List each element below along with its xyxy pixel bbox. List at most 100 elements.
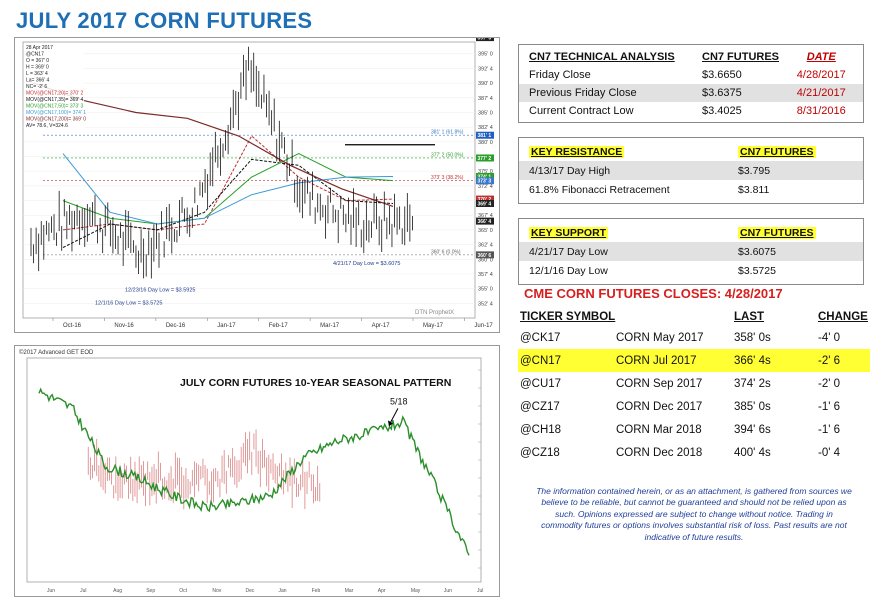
x-tick-label: Mar-17 (320, 323, 340, 329)
moving-average-line (62, 158, 394, 248)
table-row: @CZ18 CORN Dec 2018 400' 4s -0' 4 (518, 441, 870, 464)
technical-header-row: CN7 TECHNICAL ANALYSIS CN7 FUTURES DATE (519, 48, 863, 66)
fibonacci-label: 373' 3 (38.2%) (431, 175, 464, 181)
row-value: $3.795 (738, 164, 771, 177)
x-tick-label: Apr (378, 588, 386, 594)
table-row: @CH18 CORN Mar 2018 394' 6s -1' 6 (518, 418, 870, 441)
contract-cell: CORN Sep 2017 (616, 377, 703, 390)
price-tag-label: 369' 4 (478, 201, 492, 207)
moving-average-line (62, 153, 394, 225)
table-row: 4/13/17 Day High $3.795 (519, 161, 863, 180)
fibonacci-label: 377' 2 (50.0%) (431, 152, 464, 158)
change-cell: -1' 6 (818, 423, 841, 436)
x-tick-label: Jun (47, 588, 55, 594)
ticker-cell: @CH18 (520, 423, 562, 436)
price-tag-label: 381' 1 (478, 133, 492, 139)
y-tick-label: 395' 0 (478, 52, 493, 58)
row-date: 4/28/2017 (796, 69, 846, 81)
header-value: CN7 FUTURES (738, 145, 816, 158)
info-line: O = 367' 0 (26, 58, 49, 64)
x-tick-label: Jul (80, 588, 86, 594)
row-label: 4/21/17 Day Low (529, 245, 608, 258)
x-tick-label: Aug (113, 588, 122, 594)
price-tag-bg (476, 38, 494, 42)
table-row: Previous Friday Close $3.6375 4/21/2017 (519, 84, 863, 102)
info-line: AV= 78.6, V=324.6 (26, 123, 68, 129)
header-label: CN7 TECHNICAL ANALYSIS (529, 51, 675, 63)
annotation-low: 12/1/16 Day Low = $3.5725 (95, 300, 162, 306)
table-row: @CU17 CORN Sep 2017 374' 2s -2' 0 (518, 372, 870, 395)
contract-cell: CORN Dec 2018 (616, 446, 703, 459)
price-tag-bg (476, 251, 494, 259)
x-tick-label: Jun-17 (474, 323, 493, 329)
table-row: 61.8% Fibonacci Retracement $3.811 (519, 180, 863, 199)
y-tick-label: 392' 4 (478, 66, 493, 72)
x-tick-label: Apr-17 (372, 323, 391, 329)
info-line: NC= -2' 6 (26, 84, 47, 90)
table-row: 4/21/17 Day Low $3.6075 (519, 242, 863, 261)
x-tick-label: Jan (279, 588, 287, 594)
change-cell: -0' 4 (818, 446, 841, 459)
y-tick-label: 362' 4 (478, 243, 493, 249)
price-tag-bg (476, 172, 494, 180)
annotation-low: 4/21/17 Day Low = $3.6075 (333, 261, 400, 267)
table-row: @CN17 CORN Jul 2017 366' 4s -2' 6 (518, 349, 870, 372)
row-label: Previous Friday Close (529, 87, 637, 99)
row-label: Friday Close (529, 69, 591, 81)
price-tag-bg (476, 154, 494, 162)
futures-closes-table: TICKER SYMBOL LAST CHANGE @CK17 CORN May… (518, 308, 870, 464)
x-tick-label: Oct (179, 588, 187, 594)
annotation-low: 12/23/16 Day Low = $3.5925 (125, 288, 196, 294)
resistance-header-row: KEY RESISTANCE CN7 FUTURES (519, 142, 863, 161)
contract-cell: CORN Jul 2017 (616, 354, 697, 367)
info-line: MOV(@CN17,50)= 373' 3 (26, 104, 84, 110)
moving-average-line (62, 153, 394, 225)
price-tag-label: 373' 3 (478, 179, 492, 185)
price-chart-panel: 395' 0 392' 4 390' 0 387' 4 385' 0 382' 4 380'… (14, 37, 500, 333)
key-support-table: KEY SUPPORT CN7 FUTURES 4/21/17 Day Low … (518, 218, 864, 285)
price-tag: 397' 6 (476, 38, 494, 42)
table-row: Friday Close $3.6650 4/28/2017 (519, 66, 863, 84)
x-tick-label: Dec (245, 588, 254, 594)
info-line: MOV(@CN17,200)= 369' 0 (26, 117, 86, 123)
x-tick-label: Oct-16 (63, 323, 82, 329)
x-tick-label: Nov-16 (114, 323, 134, 329)
row-date: 4/21/2017 (796, 87, 846, 99)
y-tick-label: 355' 0 (478, 287, 493, 293)
price-tag: 366' 4 (476, 217, 494, 225)
last-cell: 400' 4s (734, 446, 771, 459)
change-cell: -4' 0 (818, 331, 841, 344)
price-tag: 360' 6 (476, 251, 494, 259)
ticker-cell: @CZ18 (520, 446, 560, 459)
last-cell: 358' 0s (734, 331, 771, 344)
last-cell: 374' 2s (734, 377, 771, 390)
seasonal-chart: ©2017 Advanced GET EOD JULY CORN FUTURES … (19, 349, 483, 594)
key-resistance-table: KEY RESISTANCE CN7 FUTURES 4/13/17 Day H… (518, 137, 864, 204)
x-tick-label: Mar (345, 588, 354, 594)
row-label: 4/13/17 Day High (529, 164, 611, 177)
price-tag: 381' 1 (476, 131, 494, 139)
x-tick-label: Jul (477, 588, 483, 594)
price-chart: 395' 0 392' 4 390' 0 387' 4 385' 0 382' 4 380'… (22, 38, 494, 329)
ticker-cell: @CZ17 (520, 400, 560, 413)
last-cell: 385' 0s (734, 400, 771, 413)
header-ticker: TICKER SYMBOL (520, 311, 616, 323)
header-change: CHANGE (818, 311, 868, 323)
info-line: @CN17 (26, 52, 44, 58)
support-header-row: KEY SUPPORT CN7 FUTURES (519, 223, 863, 242)
price-tag-label: 360' 6 (478, 253, 492, 259)
seasonal-chart-panel: ©2017 Advanced GET EOD JULY CORN FUTURES … (14, 345, 500, 597)
marker-arrowhead (387, 420, 393, 427)
y-tick-label: 367' 4 (478, 213, 493, 219)
fibonacci-label: 360' 6 (0.0%) (431, 249, 461, 255)
change-cell: -1' 6 (818, 400, 841, 413)
row-label: 12/1/16 Day Low (529, 264, 608, 277)
row-value: $3.5725 (738, 264, 776, 277)
row-value: $3.6075 (738, 245, 776, 258)
info-line: La= 366' 4 (26, 78, 50, 84)
closes-header-row: TICKER SYMBOL LAST CHANGE (518, 308, 870, 326)
row-value: $3.4025 (702, 105, 742, 117)
watermark: DTN ProphetX (415, 310, 454, 316)
y-tick-label: 390' 0 (478, 81, 493, 87)
